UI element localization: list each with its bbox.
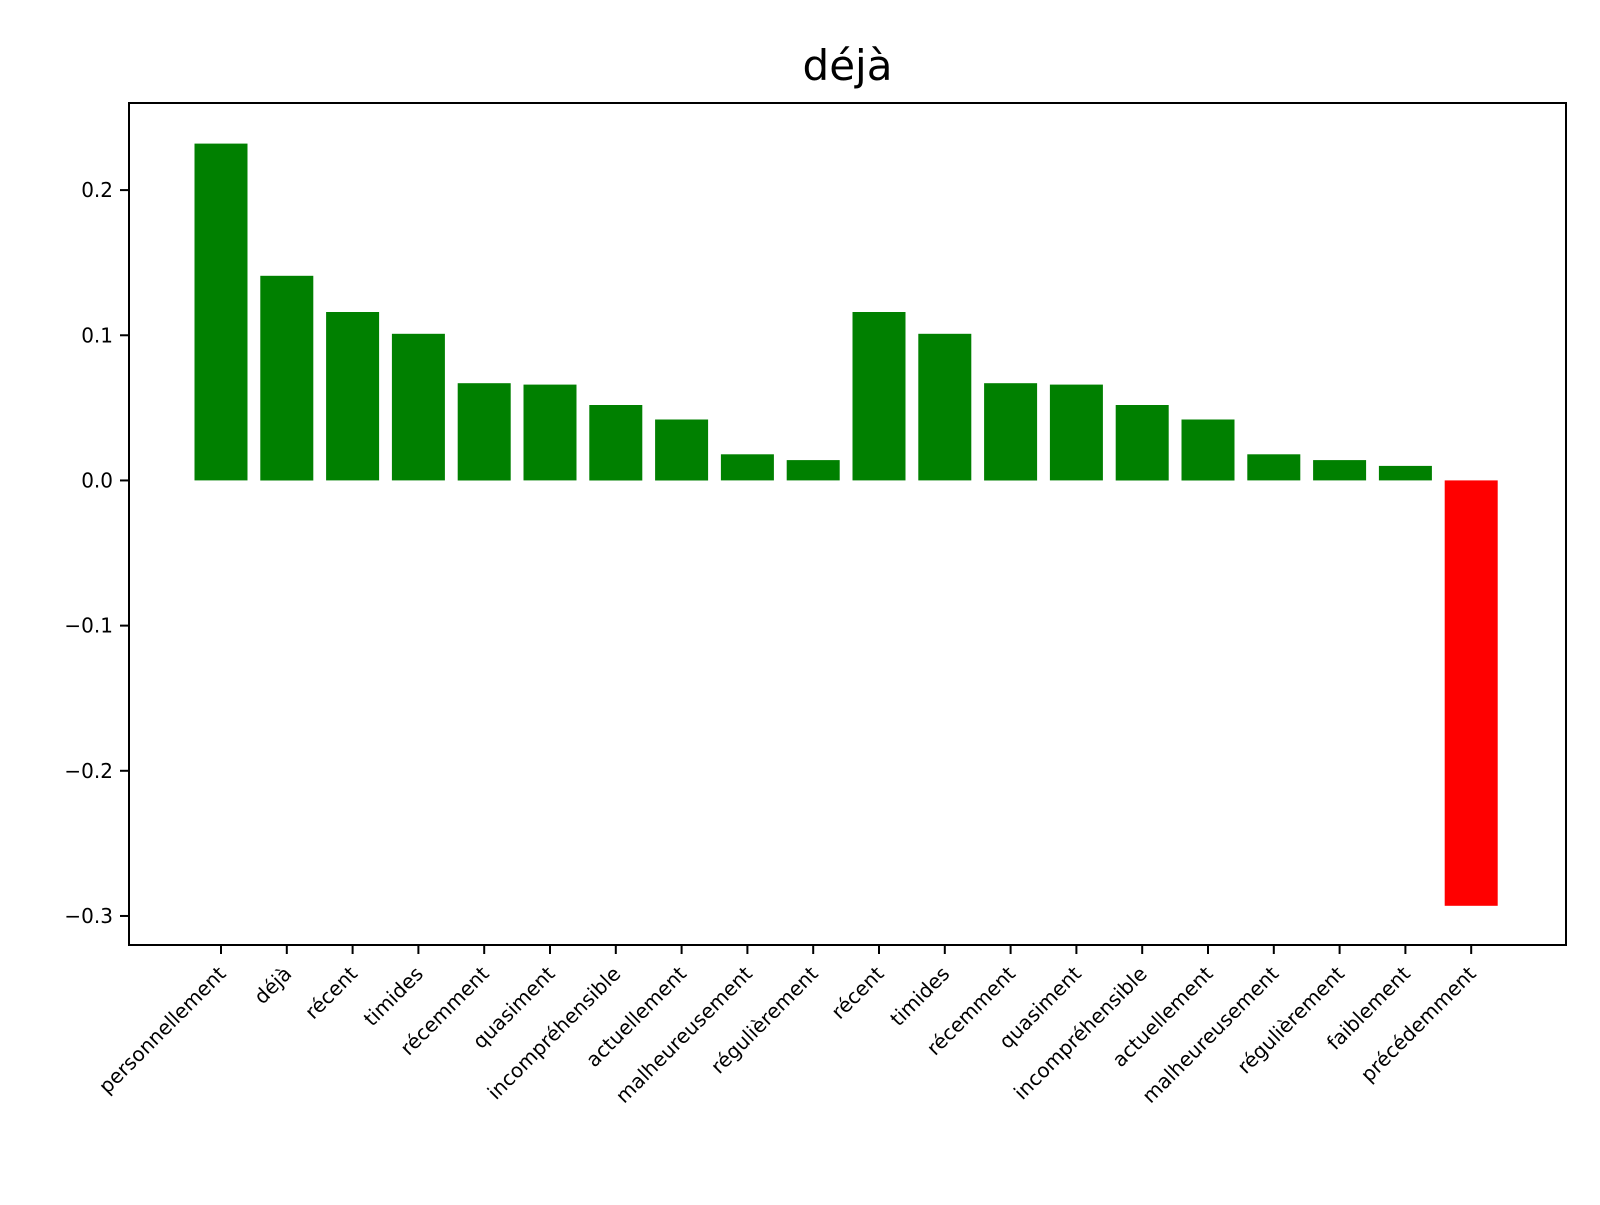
bar-7	[655, 419, 709, 481]
y-tick-label: 0.1	[81, 323, 113, 347]
bar-0	[194, 143, 248, 481]
y-tick-label: 0.2	[81, 178, 113, 202]
bar-17	[1313, 460, 1367, 481]
y-axis: 0.2 0.1 0.0 −0.1 −0.2 −0.3	[64, 178, 129, 928]
bar-6	[589, 405, 643, 481]
bar-8	[720, 454, 774, 481]
bar-9	[786, 460, 840, 481]
bar-15	[1181, 419, 1235, 481]
y-tick-label: −0.2	[64, 759, 113, 783]
bar-5	[523, 384, 577, 481]
bar-1	[260, 275, 314, 481]
bar-18	[1378, 465, 1432, 481]
y-tick-label: 0.0	[81, 468, 113, 492]
bar-2	[326, 312, 380, 481]
bars-layer	[194, 143, 1498, 906]
bar-12	[984, 383, 1038, 481]
y-tick-label: −0.3	[64, 904, 113, 928]
bar-16	[1247, 454, 1301, 481]
bar-10	[852, 312, 906, 481]
chart-title: déjà	[803, 41, 893, 90]
bar-3	[391, 333, 445, 481]
bar-13	[1049, 384, 1103, 481]
bar-14	[1115, 405, 1169, 481]
bar-11	[918, 333, 972, 481]
y-tick-label: −0.1	[64, 614, 113, 638]
plot-frame	[128, 102, 1567, 946]
bar-4	[457, 383, 511, 481]
bar-19	[1444, 480, 1498, 906]
